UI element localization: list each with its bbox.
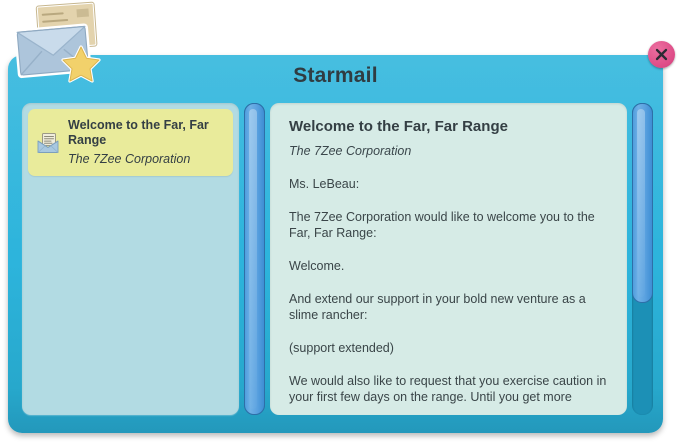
reading-paragraph: We would also like to request that you e… [289,374,607,404]
reading-pane: Welcome to the Far, Far Range The 7Zee C… [270,103,627,405]
reading-paragraph: Ms. LeBeau: [289,177,360,191]
list-scrollbar-thumb[interactable] [244,103,265,415]
list-item-subject: Welcome to the Far, Far Range [68,118,209,147]
starmail-window: Starmail [8,55,663,433]
reading-scrollbar-thumb[interactable] [632,103,653,303]
reading-scrollbar[interactable] [632,103,653,415]
reading-sender: The 7Zee Corporation [289,144,412,158]
page-title: Starmail [293,64,378,87]
list-scrollbar[interactable] [244,103,265,415]
close-button[interactable] [648,41,675,68]
mail-list-panel: Welcome to the Far, Far Range The 7Zee C… [22,103,239,415]
open-letter-icon [36,131,60,155]
reading-paragraph: The 7Zee Corporation would like to welco… [289,210,595,240]
reading-subject: Welcome to the Far, Far Range [289,118,508,135]
reading-paragraph: And extend our support in your bold new … [289,292,586,322]
reading-paragraph: Welcome. [289,259,345,273]
reading-paragraph: (support extended) [289,341,394,355]
reading-panel: Welcome to the Far, Far Range The 7Zee C… [270,103,627,415]
list-item[interactable]: Welcome to the Far, Far Range The 7Zee C… [28,109,233,176]
mail-list: Welcome to the Far, Far Range The 7Zee C… [22,103,239,182]
list-item-text: Welcome to the Far, Far Range The 7Zee C… [68,118,223,167]
close-icon [655,48,668,61]
list-item-sender: The 7Zee Corporation [68,152,191,166]
